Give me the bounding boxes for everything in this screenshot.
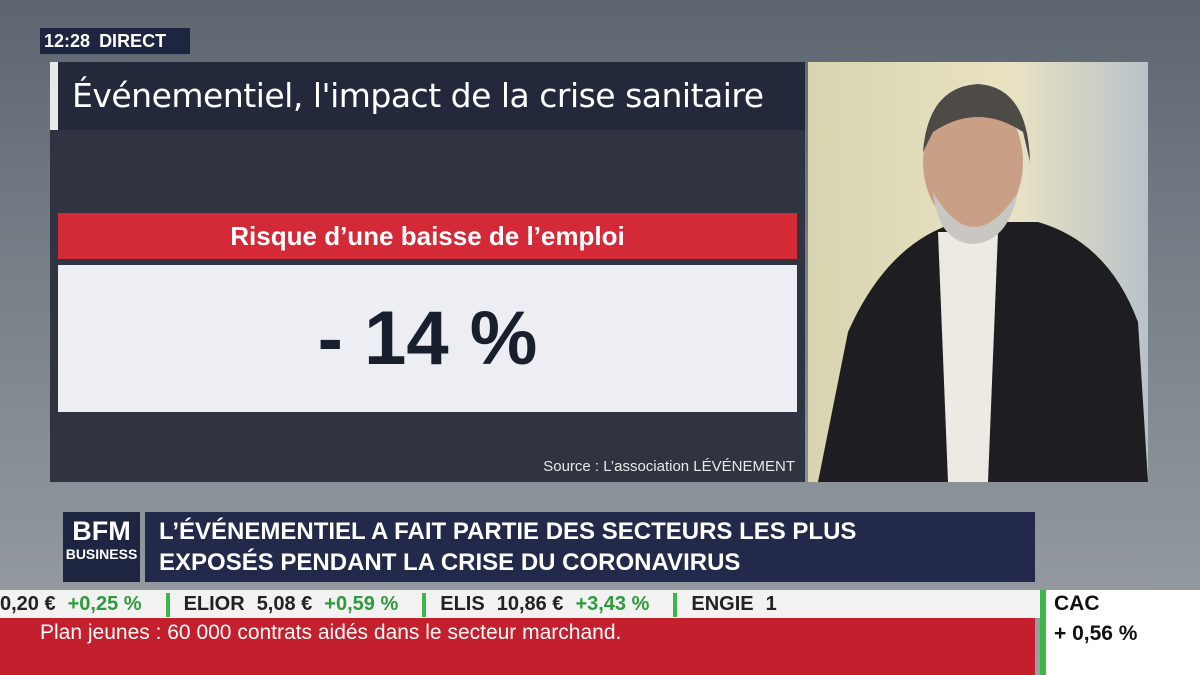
stock-price: 1 bbox=[765, 593, 777, 615]
guest-video bbox=[808, 62, 1148, 482]
figure-box: - 14 % bbox=[58, 265, 797, 412]
stock-change: +0,59 % bbox=[324, 593, 399, 615]
logo-sub: BUSINESS bbox=[65, 546, 138, 562]
clock: 12:28 DIRECT bbox=[40, 28, 190, 54]
stock-name: ELIOR bbox=[183, 593, 245, 615]
stock-change: +3,43 % bbox=[575, 593, 650, 615]
logo: BFM BUSINESS bbox=[63, 512, 140, 582]
separator bbox=[422, 592, 427, 617]
live-label: DIRECT bbox=[99, 31, 167, 51]
news-text: Plan jeunes : 60 000 contrats aidés dans… bbox=[40, 621, 622, 644]
time: 12:28 bbox=[44, 31, 91, 51]
index-change: + 0,56 % bbox=[1054, 622, 1138, 645]
index-box: CAC + 0,56 % bbox=[1040, 590, 1200, 675]
stock-name: ELIS bbox=[440, 593, 485, 615]
separator bbox=[673, 592, 678, 617]
subtitle-bar: Risque d’une baisse de l’emploi bbox=[58, 213, 797, 259]
stock-ticker: 0,20 € +0,25 % ELIOR 5,08 € +0,59 % ELIS 10,86… bbox=[0, 590, 1040, 618]
headline-box: L’ÉVÉNEMENTIEL A FAIT PARTIE DES SECTEUR… bbox=[145, 512, 1035, 582]
news-bar: Plan jeunes : 60 000 contrats aidés dans… bbox=[0, 618, 1035, 675]
panel-title: Événementiel, l'impact de la crise sanit… bbox=[72, 76, 764, 115]
source: Source : L’association LÉVÉNEMENT bbox=[543, 458, 795, 475]
logo-main: BFM bbox=[72, 516, 131, 546]
headline-line: L’ÉVÉNEMENTIEL A FAIT PARTIE DES SECTEUR… bbox=[159, 518, 857, 545]
panel-title-band: Événementiel, l'impact de la crise sanit… bbox=[50, 62, 805, 130]
stock-price: 0,20 € bbox=[0, 593, 56, 615]
stock-name: ENGIE bbox=[691, 593, 754, 615]
stock-price: 10,86 € bbox=[496, 593, 564, 615]
stock-change: +0,25 % bbox=[67, 593, 142, 615]
figure: - 14 % bbox=[317, 296, 538, 381]
headline-line: EXPOSÉS PENDANT LA CRISE DU CORONAVIRUS bbox=[159, 549, 741, 576]
stock-price: 5,08 € bbox=[256, 593, 313, 615]
separator bbox=[165, 592, 170, 617]
index-name: CAC bbox=[1054, 592, 1100, 615]
subtitle: Risque d’une baisse de l’emploi bbox=[230, 221, 625, 251]
guest-silhouette bbox=[818, 84, 1148, 482]
